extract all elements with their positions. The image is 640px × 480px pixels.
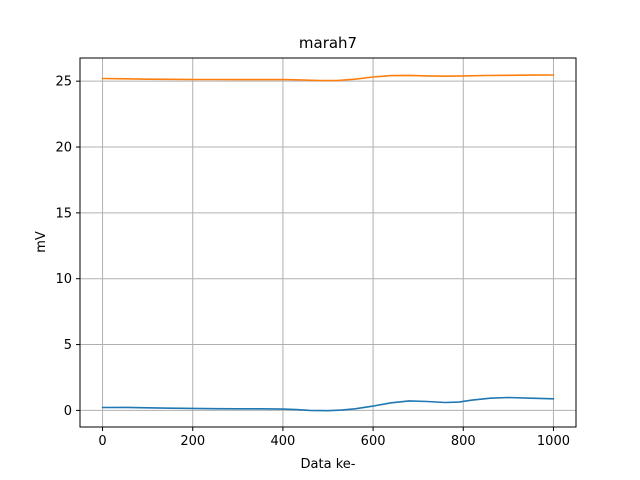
series-lines xyxy=(101,74,555,412)
y-tick-label: 20 xyxy=(55,141,72,156)
axis-ticks: 0 200 400 600 800 1000 0 5 10 15 20 25 xyxy=(55,75,570,449)
chart-title: marah7 xyxy=(299,34,357,52)
grid-lines xyxy=(80,58,576,427)
y-tick-label: 15 xyxy=(55,206,72,221)
series-line-2 xyxy=(101,74,555,82)
y-tick-label: 25 xyxy=(55,75,72,90)
x-axis-label: Data ke- xyxy=(301,457,356,472)
x-tick-label: 600 xyxy=(361,434,386,449)
x-tick-label: 400 xyxy=(270,434,295,449)
y-axis-label: mV xyxy=(34,231,49,253)
x-tick-label: 1000 xyxy=(537,434,570,449)
y-tick-label: 10 xyxy=(55,272,72,287)
x-tick-label: 200 xyxy=(180,434,205,449)
x-tick-label: 0 xyxy=(98,434,106,449)
y-tick-label: 5 xyxy=(64,338,72,353)
x-tick-label: 800 xyxy=(451,434,476,449)
y-tick-label: 0 xyxy=(64,404,72,419)
series-line-1 xyxy=(101,396,555,412)
plot-area-frame xyxy=(79,57,577,428)
